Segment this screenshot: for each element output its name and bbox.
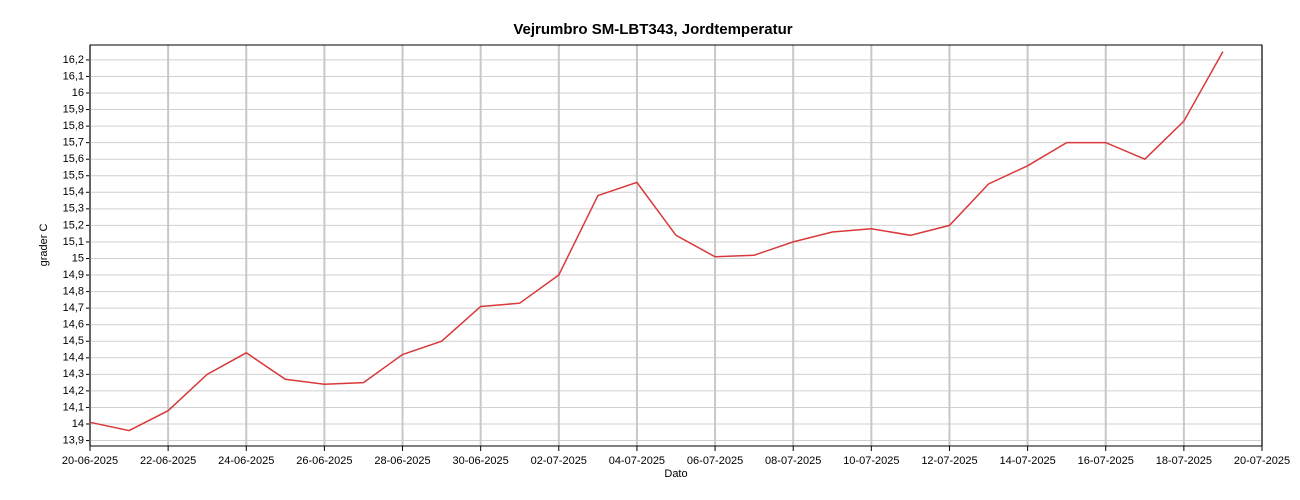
x-tick-label: 08-07-2025 [765,455,821,467]
x-tick-label: 20-07-2025 [1234,455,1290,467]
x-tick-label: 22-06-2025 [140,455,196,467]
x-tick-label: 26-06-2025 [296,455,352,467]
y-tick-label: 16 [72,87,84,99]
x-tick-label: 28-06-2025 [374,455,430,467]
chart-title: Vejrumbro SM-LBT343, Jordtemperatur [513,21,792,38]
y-tick-label: 15,2 [63,219,84,231]
x-tick-label: 20-06-2025 [62,455,118,467]
y-tick-label: 16,1 [63,70,84,82]
y-tick-label: 14,5 [63,335,84,347]
x-tick-label: 02-07-2025 [531,455,587,467]
y-tick-label: 14 [72,418,84,430]
x-tick-label: 06-07-2025 [687,455,743,467]
y-tick-label: 14,3 [63,368,84,380]
y-tick-label: 14,8 [63,285,84,297]
y-tick-label: 15,9 [63,103,84,115]
y-tick-label: 15,4 [63,186,84,198]
y-tick-label: 14,2 [63,385,84,397]
x-tick-label: 04-07-2025 [609,455,665,467]
x-tick-label: 30-06-2025 [453,455,509,467]
x-tick-label: 18-07-2025 [1156,455,1212,467]
y-tick-label: 15,7 [63,137,84,149]
plot-frame [89,44,1263,447]
y-tick-label: 14,9 [63,269,84,281]
x-axis-label: Dato [664,468,687,480]
y-tick-label: 14,7 [63,302,84,314]
x-tick-label: 14-07-2025 [999,455,1055,467]
y-tick-label: 15,8 [63,120,84,132]
x-tick-label: 10-07-2025 [843,455,899,467]
y-tick-label: 14,1 [63,401,84,413]
y-tick-label: 14,6 [63,319,84,331]
data-line [89,51,1224,432]
x-tick-label: 24-06-2025 [218,455,274,467]
y-tick-label: 15 [72,252,84,264]
y-tick-label: 16,2 [63,54,84,66]
y-tick-label: 15,6 [63,153,84,165]
y-tick-label: 15,3 [63,203,84,215]
x-tick-label: 16-07-2025 [1078,455,1134,467]
x-tick-label: 12-07-2025 [921,455,977,467]
y-axis-label: grader C [38,224,50,267]
y-tick-label: 15,1 [63,236,84,248]
y-tick-label: 15,5 [63,170,84,182]
y-tick-label: 14,4 [63,352,84,364]
y-tick-label: 13,9 [63,434,84,446]
